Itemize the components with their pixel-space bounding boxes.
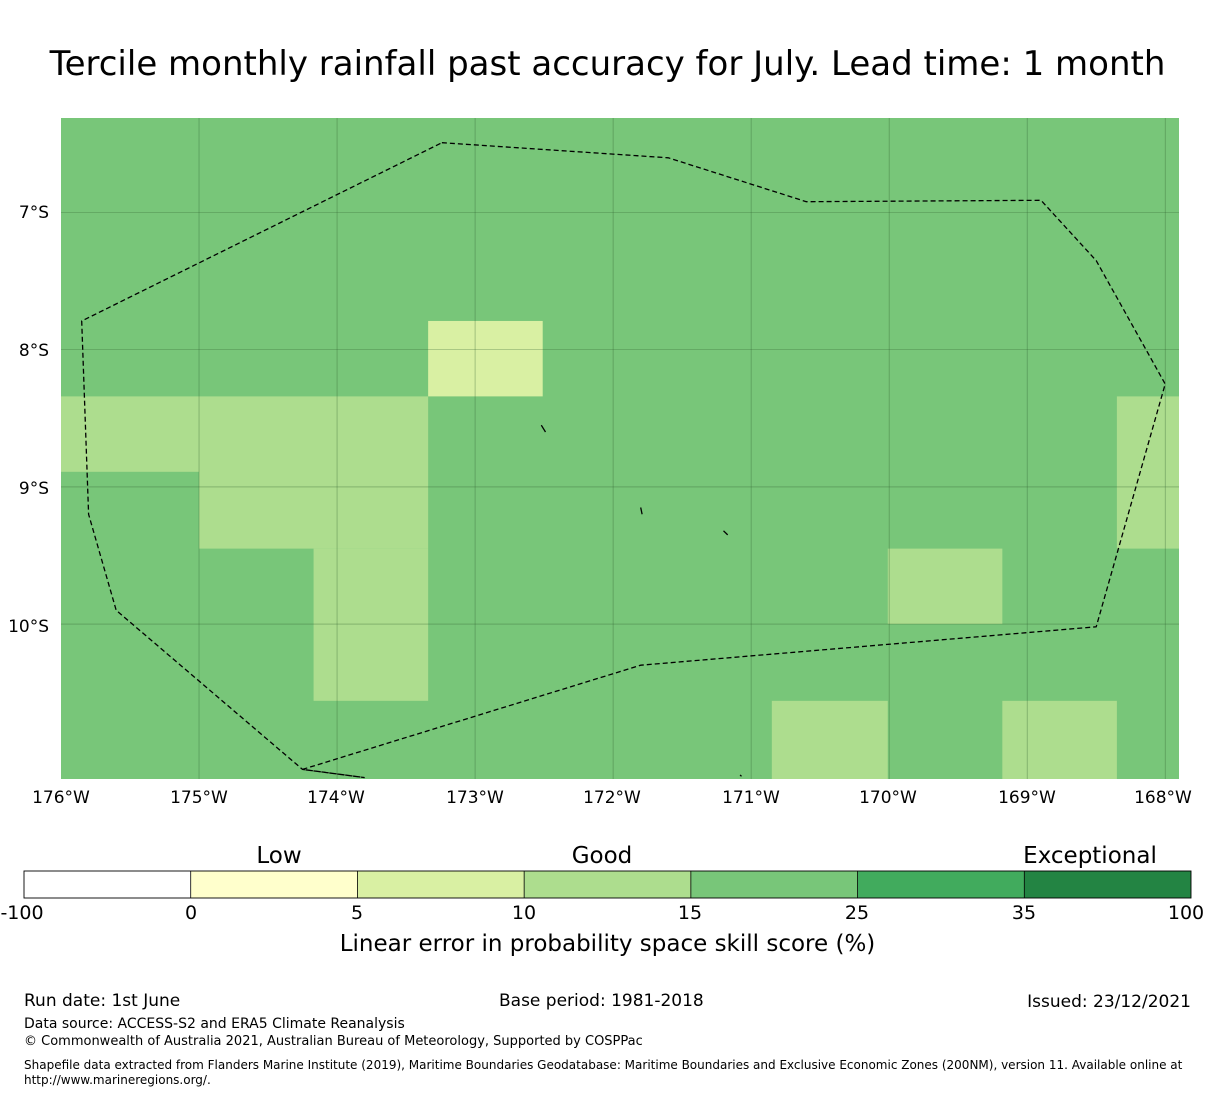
category-low-label: Low [256,843,302,869]
lat-tick-label: 10°S [8,617,49,637]
island-outline [739,774,742,777]
colorbar-tick-label: 100 [1167,902,1205,924]
lon-tick-label: 174°W [307,788,365,808]
data-source: Data source: ACCESS-S2 and ERA5 Climate … [24,1016,405,1032]
heatmap-cell [313,548,429,701]
colorbar-bin [690,871,858,898]
island-outline [540,424,547,433]
colorbar-frame [23,870,1192,899]
heatmap-cell [428,320,543,397]
colorbar-label: Linear error in probability space skill … [339,931,876,957]
lon-tick-label: 172°W [583,788,641,808]
colorbar-tick-label: 5 [350,902,364,924]
colorbar-tick-label: 15 [677,902,703,924]
heatmap-cell [1002,700,1117,779]
lon-tick-label: 175°W [170,788,228,808]
colorbar-bin [357,871,525,898]
heatmap-cell [1116,396,1179,549]
colorbar-tick-label: 25 [844,902,870,924]
lon-tick-label: 171°W [722,788,780,808]
lat-tick-label: 9°S [18,479,49,499]
lon-tick-label: 169°W [998,788,1056,808]
lon-tick-label: 170°W [859,788,917,808]
lat-tick-label: 7°S [18,203,49,223]
lon-tick-label: 168°W [1134,788,1192,808]
colorbar-tick-label: 10 [511,902,537,924]
island-outline [723,530,729,536]
category-good-label: Good [571,843,633,869]
shapefile-credit-line2: http://www.marineregions.org/. [24,1073,211,1087]
run-date: Run date: 1st June [24,991,181,1011]
heatmap-cell [61,396,200,472]
heatmap-cell [887,548,1003,625]
issued-date: Issued: 23/12/2021 [1027,992,1191,1012]
heatmap-cell [771,700,888,779]
map-title: Tercile monthly rainfall past accuracy f… [49,44,1166,84]
category-exceptional-label: Exceptional [1023,843,1157,869]
colorbar-tick-label: -100 [0,902,44,924]
colorbar-bin [524,871,691,898]
lon-tick-label: 176°W [32,788,90,808]
colorbar-tick-label: 0 [184,902,198,924]
colorbar-bin [190,871,358,898]
base-period: Base period: 1981-2018 [499,991,704,1011]
lon-tick-label: 173°W [446,788,504,808]
lat-tick-label: 8°S [18,341,49,361]
colorbar-bin [24,871,191,898]
eez-boundary [81,142,1166,779]
island-outline [640,507,643,515]
colorbar-bin [1024,871,1191,898]
colorbar-tick-label: 35 [1011,902,1037,924]
colorbar-bin [857,871,1025,898]
heatmap-cell [199,396,429,549]
shapefile-credit-line1: Shapefile data extracted from Flanders M… [24,1058,1183,1072]
copyright-notice: © Commonwealth of Australia 2021, Austra… [24,1034,643,1049]
